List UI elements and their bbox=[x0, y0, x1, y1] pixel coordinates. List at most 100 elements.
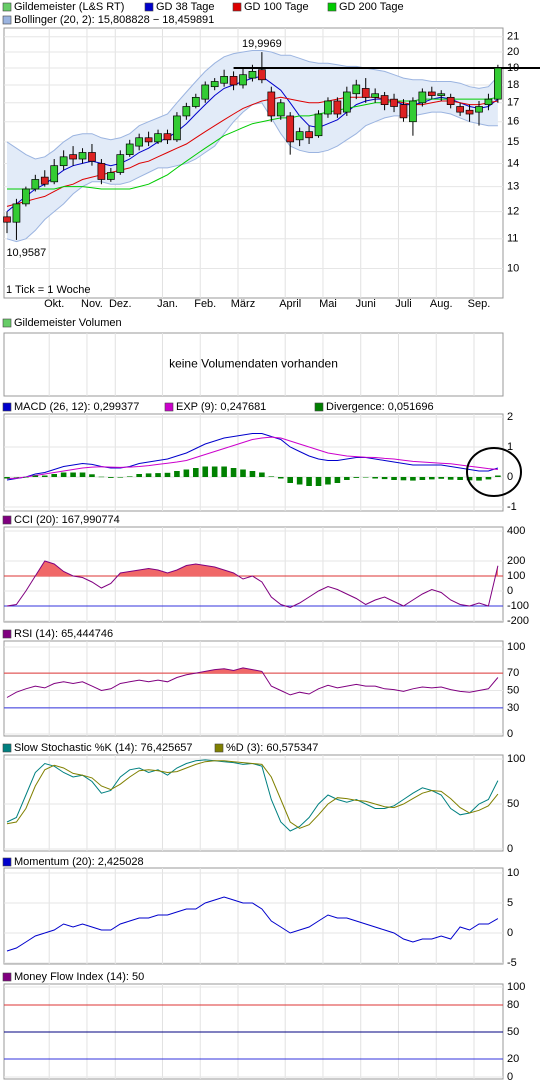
indicator-line bbox=[6, 667, 499, 698]
divergence-bar bbox=[4, 477, 10, 479]
candle-body bbox=[342, 91, 351, 113]
y-tick-label: 20 bbox=[507, 46, 519, 58]
divergence-bar bbox=[202, 466, 209, 477]
candle-body bbox=[352, 84, 361, 95]
y-tick-label: -1 bbox=[507, 501, 517, 513]
divergence-bar bbox=[447, 477, 454, 480]
candle-body bbox=[409, 100, 417, 123]
divergence-bar bbox=[344, 477, 350, 480]
x-tick-label: Sep. bbox=[468, 298, 491, 310]
candle-body bbox=[465, 109, 474, 115]
candle-body bbox=[484, 98, 493, 105]
divergence-bar bbox=[51, 474, 57, 477]
candle-body bbox=[12, 203, 21, 223]
candle-body bbox=[191, 96, 200, 107]
candle-body bbox=[456, 106, 464, 113]
candle-body bbox=[427, 91, 436, 96]
indicator-line bbox=[6, 760, 499, 829]
note: 1 Tick = 1 Woche bbox=[6, 284, 90, 296]
y-tick-label: 18 bbox=[507, 79, 519, 91]
candle-body bbox=[229, 76, 238, 86]
legend-swatch bbox=[2, 515, 12, 525]
y-tick-label: 14 bbox=[507, 157, 519, 169]
y-tick-label: 20 bbox=[507, 1053, 519, 1065]
x-tick-label: Dez. bbox=[109, 298, 132, 310]
y-tick-label: 50 bbox=[507, 798, 519, 810]
divergence-bar bbox=[183, 469, 190, 477]
y-tick-label: 100 bbox=[507, 981, 525, 993]
candle-body bbox=[201, 84, 210, 100]
y-tick-label: 1 bbox=[507, 441, 513, 453]
legend-label: Bollinger (20, 2): 15,808828 − 18,459891 bbox=[14, 14, 214, 26]
y-tick-label: 16 bbox=[507, 116, 519, 128]
highlight-circle bbox=[466, 447, 522, 497]
y-tick-label: 50 bbox=[507, 1026, 519, 1038]
candle-body bbox=[380, 95, 389, 105]
candle-body bbox=[69, 154, 77, 160]
candle-body bbox=[494, 67, 502, 100]
candle-body bbox=[371, 93, 380, 98]
legend-label: Divergence: 0,051696 bbox=[326, 401, 434, 413]
divergence-bar bbox=[334, 477, 341, 483]
legend-label: Slow Stochastic %K (14): 76,425657 bbox=[14, 742, 193, 754]
divergence-bar bbox=[410, 477, 416, 481]
candle-body bbox=[40, 176, 49, 185]
divergence-bar bbox=[193, 468, 199, 477]
x-tick-label: Aug. bbox=[430, 298, 453, 310]
candle-body bbox=[31, 179, 40, 190]
panel-frame bbox=[3, 867, 504, 965]
candle-body bbox=[3, 216, 11, 223]
divergence-bar bbox=[362, 477, 369, 478]
divergence-bar bbox=[381, 477, 388, 480]
divergence-bar bbox=[353, 477, 360, 478]
overbought-fill bbox=[7, 667, 498, 674]
legend-label: RSI (14): 65,444746 bbox=[14, 628, 113, 640]
divergence-bar bbox=[126, 476, 133, 477]
candle-body bbox=[182, 106, 191, 117]
y-tick-label: 5 bbox=[507, 897, 513, 909]
legend-swatch bbox=[214, 743, 224, 753]
divergence-bar bbox=[259, 472, 265, 477]
y-tick-label: 80 bbox=[507, 999, 519, 1011]
divergence-bar bbox=[240, 469, 246, 477]
divergence-bar bbox=[79, 472, 86, 477]
y-tick-label: 17 bbox=[507, 97, 519, 109]
divergence-bar bbox=[155, 473, 161, 477]
y-tick-label: 2 bbox=[507, 411, 513, 423]
legend-label: GD 200 Tage bbox=[339, 1, 404, 13]
legend-swatch bbox=[2, 972, 12, 982]
legend-swatch bbox=[232, 2, 242, 12]
y-tick-label: 0 bbox=[507, 843, 513, 855]
divergence-bar bbox=[287, 477, 293, 483]
candle-body bbox=[97, 163, 106, 180]
candle-body bbox=[475, 106, 483, 113]
divergence-bar bbox=[60, 472, 67, 477]
moving-average bbox=[7, 96, 498, 190]
x-tick-label: Okt. bbox=[44, 298, 64, 310]
divergence-bar bbox=[429, 477, 435, 480]
legend-swatch bbox=[2, 629, 12, 639]
y-tick-label: 70 bbox=[507, 667, 519, 679]
x-tick-label: März bbox=[231, 298, 255, 310]
candle-body bbox=[333, 100, 342, 115]
indicator-line bbox=[6, 560, 499, 609]
candle-body bbox=[295, 131, 304, 141]
x-tick-label: April bbox=[279, 298, 301, 310]
y-tick-label: -200 bbox=[507, 615, 529, 627]
legend-label: Gildemeister Volumen bbox=[14, 317, 122, 329]
divergence-bar bbox=[117, 477, 124, 478]
candle-body bbox=[144, 137, 153, 143]
candle-body bbox=[437, 93, 446, 96]
low-annotation: 10,9587 bbox=[6, 247, 46, 259]
y-tick-label: 0 bbox=[507, 927, 513, 939]
legend-label: Money Flow Index (14): 50 bbox=[14, 971, 144, 983]
divergence-bar bbox=[230, 468, 237, 477]
divergence-bar bbox=[306, 477, 312, 486]
y-tick-label: 13 bbox=[507, 180, 519, 192]
x-tick-label: Mai bbox=[319, 298, 337, 310]
legend-label: %D (3): 60,575347 bbox=[226, 742, 318, 754]
divergence-bar bbox=[495, 475, 501, 477]
divergence-bar bbox=[145, 473, 152, 477]
